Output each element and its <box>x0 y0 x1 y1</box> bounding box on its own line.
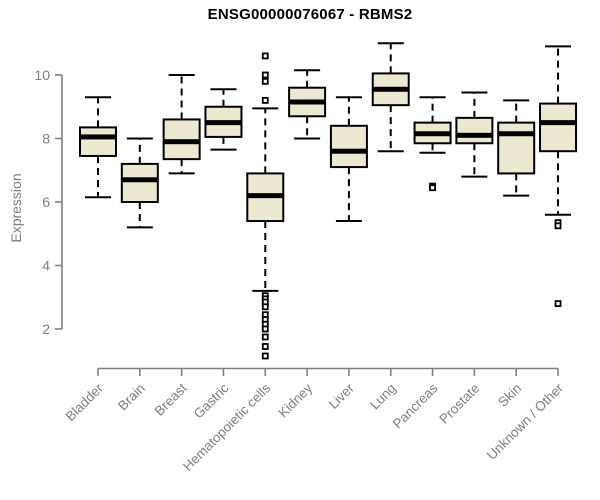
chart-title: ENSG00000076067 - RBMS2 <box>207 6 413 23</box>
outlier-hematopoietic-cells <box>261 71 269 79</box>
median-prostate <box>456 132 493 138</box>
x-tick-label: Brain <box>115 381 148 414</box>
y-tick-label: 2 <box>42 321 50 337</box>
outlier-pancreas <box>429 184 436 192</box>
y-tick-label: 4 <box>42 258 50 274</box>
y-tick-label: 6 <box>42 194 50 210</box>
box-brain <box>120 162 159 203</box>
median-brain <box>121 177 158 183</box>
box-prostate <box>455 116 494 145</box>
x-tick-label: Bladder <box>63 380 107 424</box>
box-unknown-other <box>539 102 578 153</box>
median-pancreas <box>414 131 451 137</box>
median-unknown-other <box>540 120 577 126</box>
x-tick-label: Skin <box>495 381 524 410</box>
outlier-hematopoietic-cells <box>261 352 269 360</box>
x-tick-label: Prostate <box>436 381 482 427</box>
x-tick-label: Unknown / Other <box>484 380 567 463</box>
box-bladder <box>79 126 117 157</box>
outlier-hematopoietic-cells <box>261 97 269 104</box>
median-kidney <box>289 99 326 105</box>
outlier-unknown-other <box>554 222 562 230</box>
outlier-unknown-other <box>554 300 562 308</box>
x-tick-label: Gastric <box>191 380 232 421</box>
x-tick-label: Kidney <box>275 380 315 420</box>
outlier-hematopoietic-cells <box>261 77 269 85</box>
median-breast <box>163 139 200 145</box>
y-tick-label: 10 <box>34 67 50 83</box>
outlier-hematopoietic-cells <box>261 52 269 60</box>
y-tick-label: 8 <box>42 131 50 147</box>
x-tick-label: Pancreas <box>390 380 441 431</box>
median-liver <box>330 148 367 154</box>
box-liver <box>329 124 368 169</box>
median-hematopoietic-cells <box>247 193 284 199</box>
outlier-hematopoietic-cells <box>261 333 269 341</box>
median-gastric <box>205 120 242 126</box>
x-tick-label: Lung <box>367 381 399 413</box>
x-tick-label: Breast <box>152 380 190 418</box>
outlier-hematopoietic-cells <box>261 325 269 333</box>
x-tick-label: Liver <box>326 380 358 412</box>
median-bladder <box>80 134 116 140</box>
median-lung <box>372 86 409 92</box>
median-skin <box>498 131 535 137</box>
box-skin <box>497 121 536 175</box>
outlier-hematopoietic-cells <box>261 303 269 311</box>
outlier-hematopoietic-cells <box>261 343 269 350</box>
